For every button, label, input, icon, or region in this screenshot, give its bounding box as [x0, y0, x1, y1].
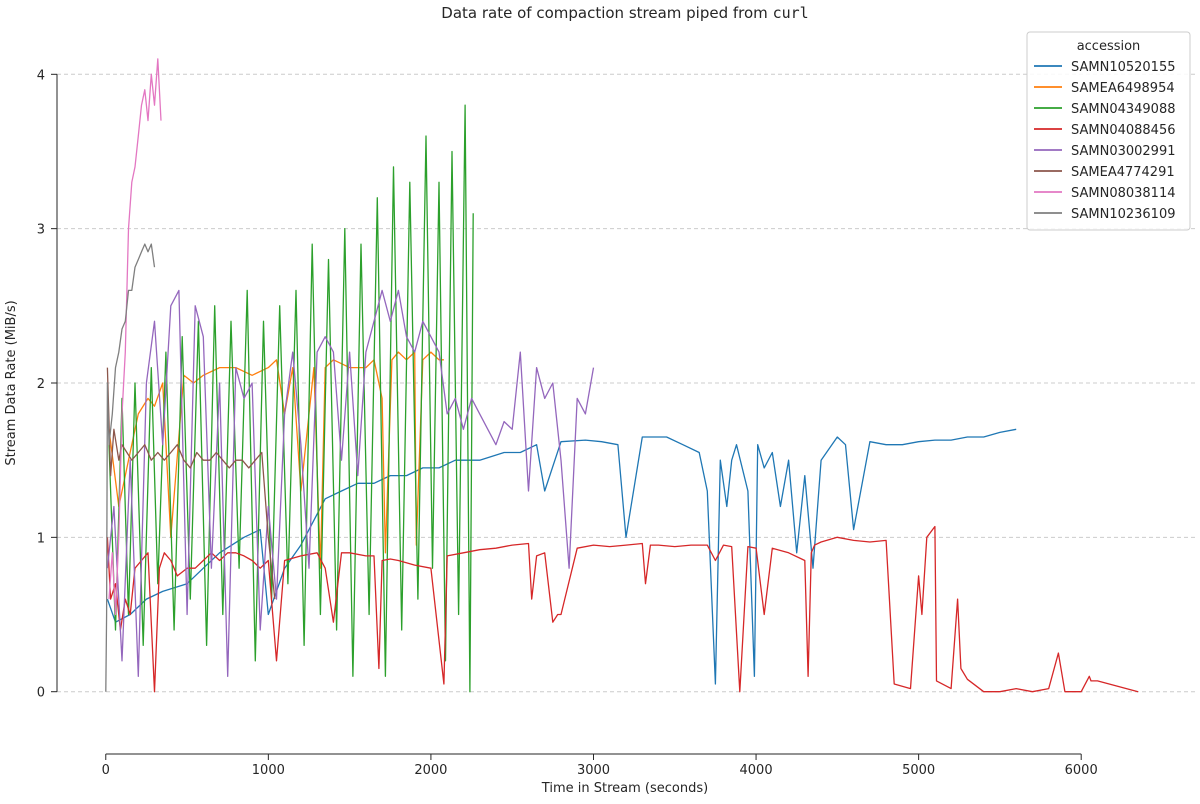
x-axis-label: Time in Stream (seconds) — [541, 781, 708, 796]
y-axis-label: Stream Data Rate (MiB/s) — [4, 300, 19, 465]
series-line-samn03002991 — [106, 289, 595, 677]
y-tick-label: 1 — [37, 531, 45, 546]
legend-label: SAMEA6498954 — [1071, 81, 1175, 96]
legend-label: SAMN04349088 — [1071, 102, 1176, 117]
x-tick-label: 5000 — [902, 763, 935, 778]
y-tick-label: 0 — [37, 686, 45, 701]
grid-lines — [57, 73, 1195, 693]
y-tick-label: 2 — [37, 377, 45, 392]
y-tick-label: 4 — [37, 68, 45, 83]
series-line-samea4774291 — [106, 367, 276, 600]
legend-label: SAMN10520155 — [1071, 60, 1176, 75]
legend-label: SAMN04088456 — [1071, 123, 1176, 138]
legend-label: SAMN10236109 — [1071, 207, 1176, 222]
legend: accession SAMN10520155 SAMEA6498954 SAMN043… — [1026, 31, 1191, 231]
series-line-samn04349088 — [108, 104, 474, 693]
series-lines — [105, 58, 1139, 693]
legend-title: accession — [1077, 39, 1141, 54]
chart-title: Data rate of compaction stream piped fro… — [441, 4, 808, 22]
legend-box — [1026, 31, 1191, 231]
x-tick-label: 6000 — [1065, 763, 1098, 778]
legend-label: SAMN03002991 — [1071, 144, 1176, 159]
legend-label: SAMEA4774291 — [1071, 165, 1175, 180]
x-tick-label: 2000 — [414, 763, 447, 778]
x-tick-label: 1000 — [252, 763, 285, 778]
x-tick-label: 3000 — [577, 763, 610, 778]
x-tick-label: 4000 — [740, 763, 773, 778]
legend-label: SAMN08038114 — [1071, 186, 1176, 201]
axes: 0 1 2 3 4 0 1000 2000 3000 4000 5000 6000 — [37, 68, 1098, 778]
series-line-samn08038114 — [108, 58, 162, 616]
series-line-samn10236109 — [105, 243, 156, 692]
y-tick-label: 3 — [37, 223, 45, 238]
x-tick-label: 0 — [102, 763, 110, 778]
series-line-samn04088456 — [106, 525, 1139, 693]
